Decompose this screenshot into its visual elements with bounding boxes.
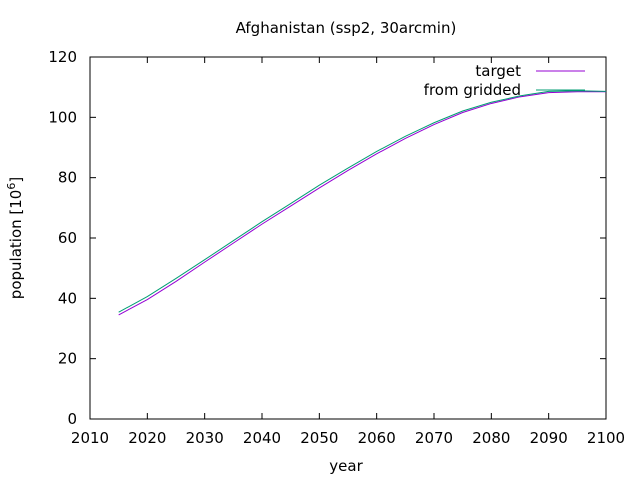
x-tick-label-2080: 2080 [472,429,510,447]
y-tick-label-40: 40 [58,289,77,307]
y-tick-label-120: 120 [48,48,77,66]
legend-label-from-gridded: from gridded [424,81,521,99]
y-tick-label-60: 60 [58,229,77,247]
plot-border [89,56,607,420]
y-tick-label-80: 80 [58,169,77,187]
y-tick-label-100: 100 [48,108,77,126]
x-tick-label-2020: 2020 [128,429,166,447]
x-axis-label: year [329,457,363,475]
legend: target from gridded [424,62,585,99]
x-tick-label-2010: 2010 [71,429,109,447]
chart-title: Afghanistan (ssp2, 30arcmin) [236,19,457,37]
y-tick-label-0: 0 [67,410,77,428]
series-line-from-gridded [118,90,607,313]
x-axis-ticks: 2010 2020 2030 2040 2050 2060 2070 2080 2090 2100 [71,57,625,447]
series-layer [118,90,607,316]
x-tick-label-2100: 2100 [587,429,625,447]
y-axis-label-exponent: 6 [5,183,18,190]
y-axis-label-base: population [10 [7,190,25,300]
x-tick-label-2030: 2030 [186,429,224,447]
x-tick-label-2050: 2050 [300,429,338,447]
x-tick-label-2070: 2070 [415,429,453,447]
x-tick-label-2060: 2060 [358,429,396,447]
x-tick-label-2040: 2040 [243,429,281,447]
y-axis-label: population [106] [5,177,25,299]
y-tick-label-20: 20 [58,350,77,368]
series-line-target [118,91,606,316]
y-axis-label-end: ] [7,177,25,183]
legend-label-target: target [475,62,521,80]
y-axis-ticks: 0 20 40 60 80 100 120 [48,48,606,428]
x-tick-label-2090: 2090 [530,429,568,447]
